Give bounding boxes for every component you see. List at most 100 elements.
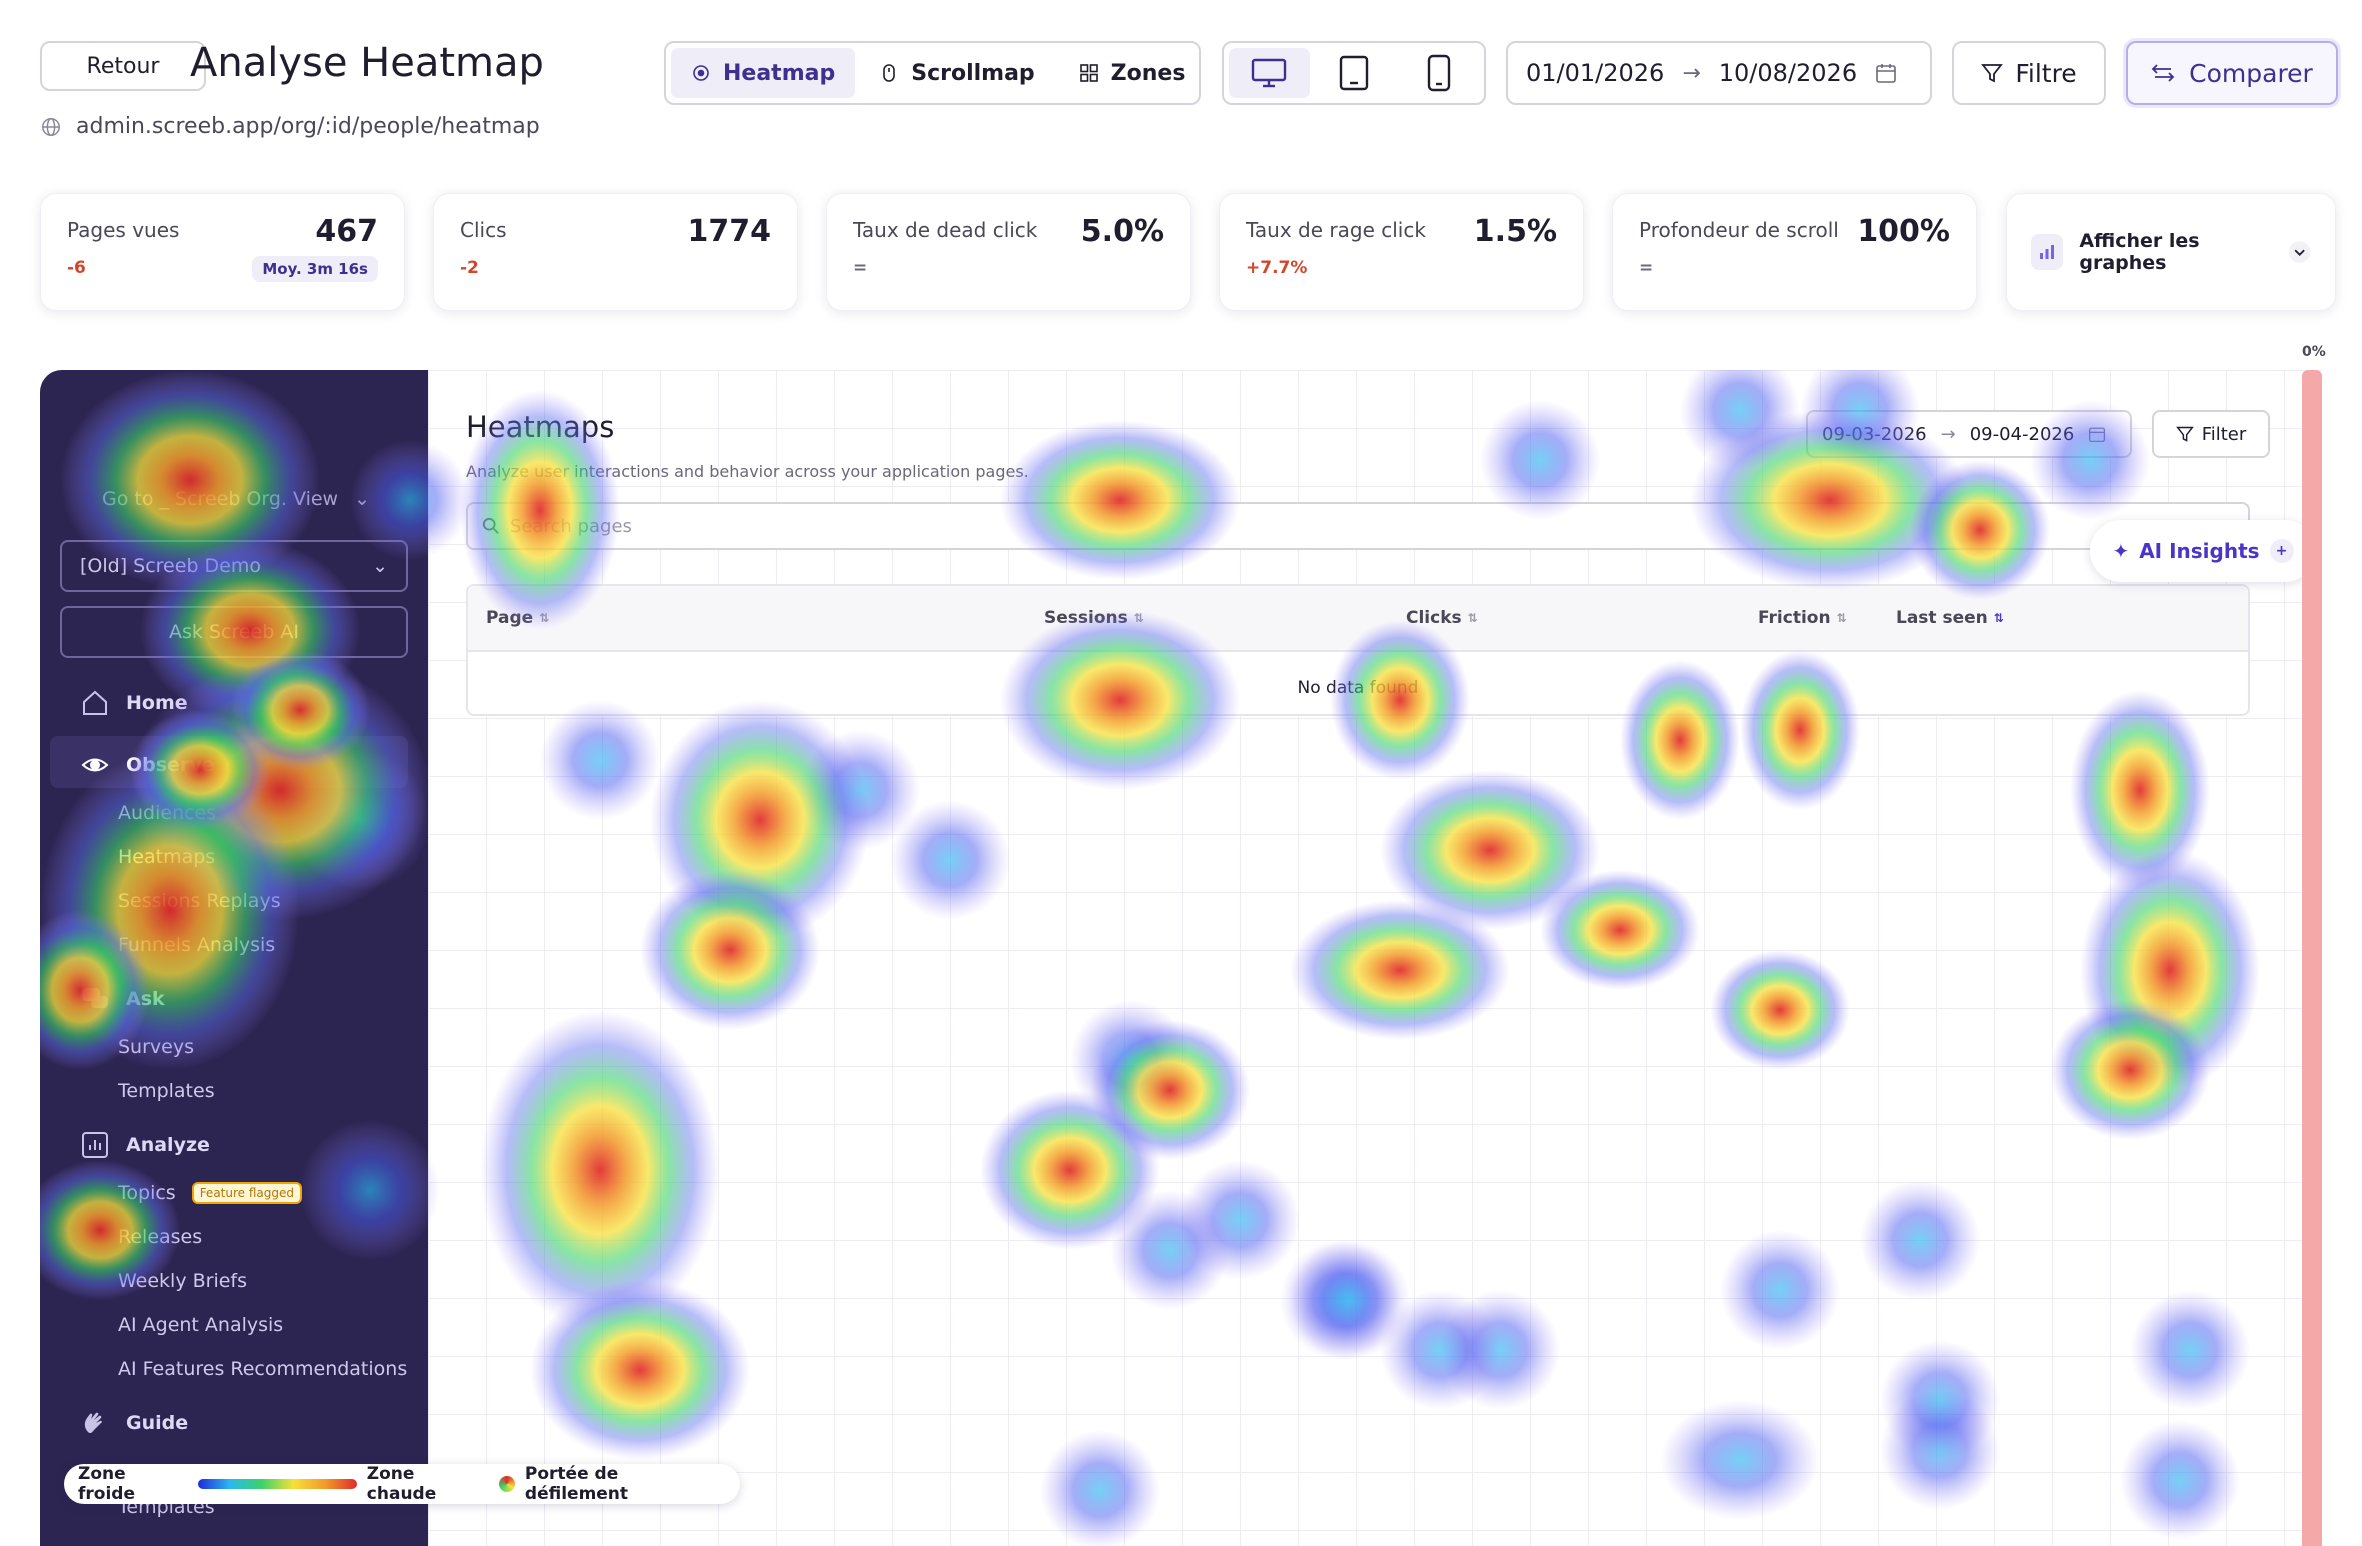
sort-icon: ⇅ <box>1993 611 2004 625</box>
preview-nav-ask-label: Ask <box>126 988 165 1010</box>
preview-nav-ai-agent: AI Agent Analysis <box>118 1314 284 1336</box>
preview-goto-label: Go to _ Screeb Org. View <box>102 488 339 510</box>
grid-icon <box>1079 64 1098 82</box>
avg-duration-badge: Moy. 3m 16s <box>252 256 378 282</box>
sort-icon: ⇅ <box>1133 611 1144 625</box>
compare-button[interactable]: Comparer <box>2126 41 2338 105</box>
chat-bubbles-icon <box>82 988 108 1008</box>
globe-icon <box>42 117 60 136</box>
filter-icon <box>1981 64 2004 83</box>
target-icon <box>693 65 709 81</box>
sort-icon: ⇅ <box>1467 611 1478 625</box>
page-header: Retour Analyse Heatmap admin.screeb.app/… <box>0 0 2362 170</box>
preview-col-sessions: Sessions ⇅ <box>1044 608 1144 628</box>
preview-nav-home: Home <box>80 688 188 718</box>
preview-table-header: Page ⇅ Sessions ⇅ Clicks ⇅ Friction ⇅ Last s… <box>468 586 2248 652</box>
stat-label: Profondeur de scroll <box>1639 218 1839 242</box>
preview-workspace-select: [Old] Screeb Demo ⌄ <box>60 540 408 592</box>
preview-nav-session-replays: Sessions Replays <box>118 890 281 912</box>
device-mobile[interactable] <box>1398 48 1479 98</box>
preview-goto-org: Go to _ Screeb Org. View ⌄ <box>102 488 370 510</box>
preview-main-subtitle: Analyze user interactions and behavior a… <box>466 462 1029 481</box>
filter-label: Filtre <box>2015 58 2077 88</box>
stat-card-page-views: Pages vues 467 -6 Moy. 3m 16s <box>40 193 405 311</box>
mode-heatmap[interactable]: Heatmap <box>671 48 856 98</box>
preview-filter-button: Filter <box>2152 410 2270 458</box>
filter-icon <box>2175 426 2194 442</box>
stat-value: 1.5% <box>1473 214 1557 249</box>
mode-scrollmap[interactable]: Scrollmap <box>859 48 1054 98</box>
compare-label: Comparer <box>2189 58 2313 88</box>
stat-value: 100% <box>1857 214 1950 249</box>
date-range-picker[interactable]: 01/01/2026 → 10/08/2026 <box>1506 41 1932 105</box>
preview-pages-table: Page ⇅ Sessions ⇅ Clicks ⇅ Friction ⇅ Last s… <box>466 584 2250 716</box>
stat-card-clicks: Clics 1774 -2 <box>433 193 798 311</box>
view-mode-switch: Heatmap Scrollmap Zones <box>664 41 1201 105</box>
back-button[interactable]: Retour <box>40 41 206 91</box>
legend-gradient <box>197 1479 357 1489</box>
chevron-down-icon <box>2288 241 2311 263</box>
home-icon <box>83 690 107 715</box>
preview-col-page: Page ⇅ <box>486 608 549 628</box>
compare-arrows-icon <box>2151 64 2175 82</box>
show-graphs-label: Afficher les graphes <box>2079 230 2200 274</box>
preview-nav-releases: Releases <box>118 1226 203 1248</box>
preview-col-last-seen: Last seen ⇅ <box>1896 608 2004 628</box>
bar-chart-icon <box>2031 234 2064 270</box>
preview-col-clicks-label: Clicks <box>1406 608 1462 628</box>
preview-sidebar: Go to _ Screeb Org. View ⌄ [Old] Screeb … <box>40 370 428 1546</box>
mobile-icon <box>1427 54 1450 92</box>
stat-value: 5.0% <box>1080 214 1164 249</box>
legend-hot-label: Zone chaude <box>366 1464 437 1504</box>
chevron-down-icon: ⌄ <box>372 555 388 577</box>
preview-nav-ask-templates: Templates <box>118 1080 215 1102</box>
calendar-icon <box>1876 64 1896 83</box>
preview-nav-guide: Guide <box>80 1408 188 1438</box>
device-tablet[interactable] <box>1314 48 1395 98</box>
plus-icon: + <box>2269 539 2294 563</box>
chevron-down-icon: ⌄ <box>354 488 371 510</box>
stat-label: Taux de rage click <box>1246 218 1426 242</box>
device-desktop[interactable] <box>1229 48 1310 98</box>
preview-nav-guide-label: Guide <box>126 1412 189 1434</box>
preview-ask-ai-button: Ask Screeb AI <box>60 606 408 658</box>
preview-nav-heatmaps: Heatmaps <box>118 846 216 868</box>
preview-col-sessions-label: Sessions <box>1044 608 1128 628</box>
mode-zones[interactable]: Zones <box>1059 48 1206 98</box>
heatmap-preview[interactable]: Go to _ Screeb Org. View ⌄ [Old] Screeb … <box>40 370 2322 1546</box>
mouse-icon <box>883 64 896 82</box>
stat-card-dead-click: Taux de dead click 5.0% = <box>826 193 1191 311</box>
preview-nav-analyze: Analyze <box>80 1130 210 1160</box>
show-graphs-toggle[interactable]: Afficher les graphes <box>2006 193 2336 311</box>
page-title: Analyse Heatmap <box>190 40 544 86</box>
tablet-icon <box>1339 55 1369 91</box>
preview-date-range: 09-03-2026 → 09-04-2026 <box>1806 410 2132 458</box>
preview-col-last-seen-label: Last seen <box>1896 608 1988 628</box>
preview-search-placeholder: Search pages <box>510 515 632 537</box>
calendar-icon <box>2089 427 2106 443</box>
preview-search-input: Search pages <box>466 502 2250 550</box>
search-icon <box>482 517 499 534</box>
stat-delta: -6 <box>67 258 86 278</box>
ai-insights-button[interactable]: ✦ AI Insights + <box>2090 520 2316 582</box>
legend-scroll-label: Portée de défilement <box>524 1464 629 1504</box>
stat-card-scroll-depth: Profondeur de scroll 100% = <box>1612 193 1977 311</box>
feature-flag-badge: Feature flagged <box>191 1182 302 1204</box>
date-from: 01/01/2026 <box>1526 59 1665 87</box>
eye-icon <box>81 758 109 772</box>
filter-button[interactable]: Filtre <box>1952 41 2106 105</box>
stat-label: Pages vues <box>67 218 180 242</box>
stat-value: 467 <box>315 214 378 249</box>
preview-nav-observe-label: Observe <box>126 754 215 776</box>
preview-col-clicks: Clicks ⇅ <box>1406 608 1478 628</box>
preview-nav-weekly-briefs: Weekly Briefs <box>118 1270 248 1292</box>
ai-insights-label: AI Insights <box>2139 539 2260 563</box>
stat-value: 1774 <box>687 214 772 249</box>
preview-date-from: 09-03-2026 <box>1822 423 1927 445</box>
preview-nav-topics-label: Topics <box>118 1182 176 1204</box>
analytics-icon <box>82 1132 108 1158</box>
sort-icon: ⇅ <box>1836 611 1847 625</box>
preview-nav-topics: Topics Feature flagged <box>118 1182 302 1204</box>
stat-delta: = <box>1639 258 1654 278</box>
